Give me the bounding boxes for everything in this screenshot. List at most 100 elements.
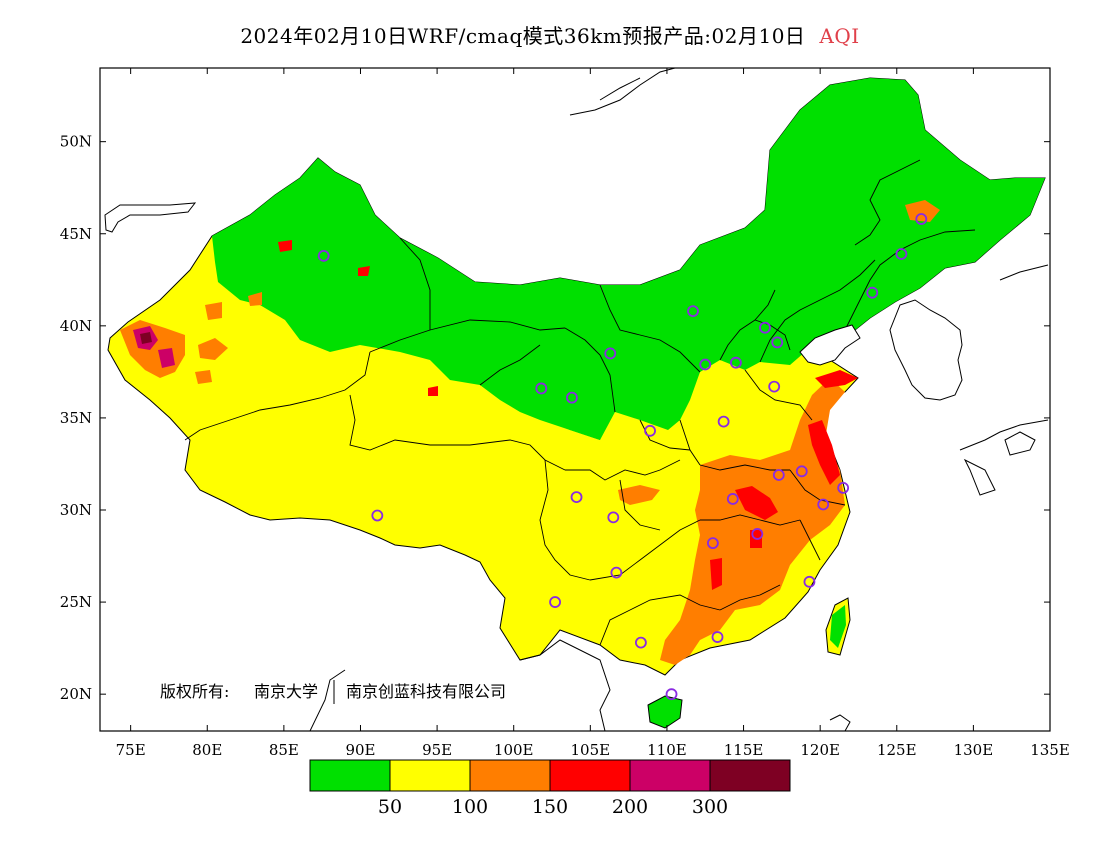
philippines-outline bbox=[829, 714, 851, 731]
x-tick-label: 125E bbox=[877, 741, 917, 759]
aqi-unhealthy-hubei bbox=[735, 486, 778, 520]
legend-swatch bbox=[389, 759, 471, 792]
station-marker bbox=[665, 688, 678, 701]
x-tick-label: 95E bbox=[422, 741, 452, 759]
aqi-unhealthy-sensitive-central bbox=[660, 378, 845, 665]
aqi-unhealthy-tibet bbox=[428, 386, 438, 396]
map-content bbox=[104, 68, 1049, 731]
station-marker bbox=[751, 528, 764, 540]
station-marker bbox=[549, 596, 561, 608]
bohai-bay-outline bbox=[799, 324, 861, 366]
aqi-legend: 50 100 150 200 300 bbox=[309, 759, 791, 818]
legend-break-label: 150 bbox=[532, 796, 568, 818]
station-marker bbox=[915, 213, 928, 225]
station-marker bbox=[535, 382, 548, 395]
station-marker bbox=[610, 566, 623, 579]
aqi-usg-shaanxi bbox=[618, 485, 660, 505]
aqi-usg-xinjiang-5 bbox=[248, 292, 262, 306]
legend-swatch bbox=[549, 759, 631, 792]
kazakh-lake-outline bbox=[104, 202, 197, 233]
station-marker bbox=[729, 356, 742, 369]
y-tick-label: 30N bbox=[60, 501, 92, 519]
legend-break-label: 200 bbox=[612, 796, 648, 818]
station-marker bbox=[604, 347, 617, 360]
y-tick-label: 40N bbox=[60, 317, 92, 335]
legend-swatch bbox=[629, 759, 711, 792]
aqi-unhealthy-jiangsu bbox=[808, 420, 840, 485]
y-tick-label: 50N bbox=[60, 133, 92, 151]
aqi-hazardous-kashgar bbox=[140, 332, 152, 344]
station-marker bbox=[717, 415, 730, 428]
station-marker bbox=[803, 575, 816, 588]
station-marker bbox=[895, 248, 908, 260]
station-marker bbox=[711, 631, 724, 643]
station-marker bbox=[768, 380, 781, 393]
x-tick-label: 115E bbox=[724, 741, 764, 759]
x-tick-label: 80E bbox=[192, 741, 222, 759]
station-marker bbox=[634, 636, 647, 649]
x-tick-label: 105E bbox=[571, 741, 611, 759]
map-title: 2024年02月10日WRF/cmaq模式36km预报产品:02月10日 AQI bbox=[0, 20, 1100, 49]
aqi-unhealthy-hunan bbox=[710, 558, 722, 590]
indochina-outline bbox=[309, 639, 611, 731]
station-marker bbox=[570, 491, 583, 504]
japan-outline bbox=[959, 264, 1049, 496]
station-marker bbox=[772, 469, 785, 481]
title-main: 2024年02月10日WRF/cmaq模式36km预报产品:02月10日 bbox=[240, 24, 806, 48]
korea-outline bbox=[889, 299, 963, 401]
copyright-label: 版权所有: bbox=[160, 682, 229, 701]
aqi-usg-xinjiang-2 bbox=[198, 338, 228, 360]
legend-swatch bbox=[469, 759, 551, 792]
station-marker bbox=[866, 286, 879, 299]
x-tick-label: 120E bbox=[800, 741, 840, 759]
x-tick-label: 110E bbox=[647, 741, 687, 759]
legend-break-label: 300 bbox=[692, 796, 728, 818]
city-station-markers bbox=[317, 213, 928, 701]
station-marker bbox=[795, 465, 808, 478]
aqi-very-unhealthy-kashgar-2 bbox=[158, 348, 175, 368]
legend-break-label: 50 bbox=[378, 796, 402, 818]
legend-swatch bbox=[709, 759, 791, 792]
station-marker bbox=[371, 509, 384, 522]
legend-swatch bbox=[309, 759, 391, 792]
aqi-good-qinghai bbox=[430, 340, 605, 440]
station-marker bbox=[759, 321, 771, 334]
copyright-owner-nju: 南京大学 bbox=[254, 682, 318, 701]
y-tick-label: 20N bbox=[60, 685, 92, 703]
station-marker bbox=[817, 498, 830, 511]
aqi-unhealthy-xinjiang-1 bbox=[278, 240, 292, 252]
x-tick-label: 135E bbox=[1030, 741, 1070, 759]
station-marker bbox=[707, 537, 719, 550]
station-marker bbox=[317, 249, 330, 262]
aqi-usg-xinjiang-4 bbox=[205, 302, 222, 320]
station-marker bbox=[837, 481, 850, 494]
station-marker bbox=[687, 305, 699, 318]
x-tick-label: 100E bbox=[494, 741, 534, 759]
station-marker bbox=[644, 424, 656, 437]
map-frame bbox=[99, 67, 1051, 732]
y-tick-label: 45N bbox=[60, 225, 92, 243]
station-marker bbox=[607, 511, 620, 524]
hainan-island bbox=[647, 695, 683, 729]
aqi-unhealthy-shandong bbox=[815, 370, 858, 388]
legend-break-label: 100 bbox=[452, 796, 488, 818]
aqi-unhealthy-xinjiang-2 bbox=[358, 266, 370, 276]
y-tick-label: 25N bbox=[60, 593, 92, 611]
axis-ticks: 75E 80E 85E 90E 95E 100E 105E 110E 115E 120E 125E 1… bbox=[60, 68, 1070, 759]
aqi-usg-xinjiang-3 bbox=[195, 370, 212, 384]
station-marker bbox=[771, 336, 784, 349]
aqi-usg-northeast bbox=[905, 200, 940, 222]
x-tick-label: 85E bbox=[269, 741, 299, 759]
y-tick-label: 35N bbox=[60, 409, 92, 427]
x-tick-label: 130E bbox=[954, 741, 994, 759]
station-marker bbox=[699, 358, 712, 371]
x-tick-label: 75E bbox=[116, 741, 146, 759]
taiwan-green bbox=[830, 605, 846, 648]
title-product: AQI bbox=[819, 24, 860, 48]
x-tick-label: 90E bbox=[345, 741, 375, 759]
station-marker bbox=[726, 493, 739, 505]
copyright-owner-chuanglan: 南京创蓝科技有限公司 bbox=[346, 682, 506, 701]
station-marker bbox=[566, 391, 578, 404]
russia-coast-outline bbox=[569, 68, 676, 116]
